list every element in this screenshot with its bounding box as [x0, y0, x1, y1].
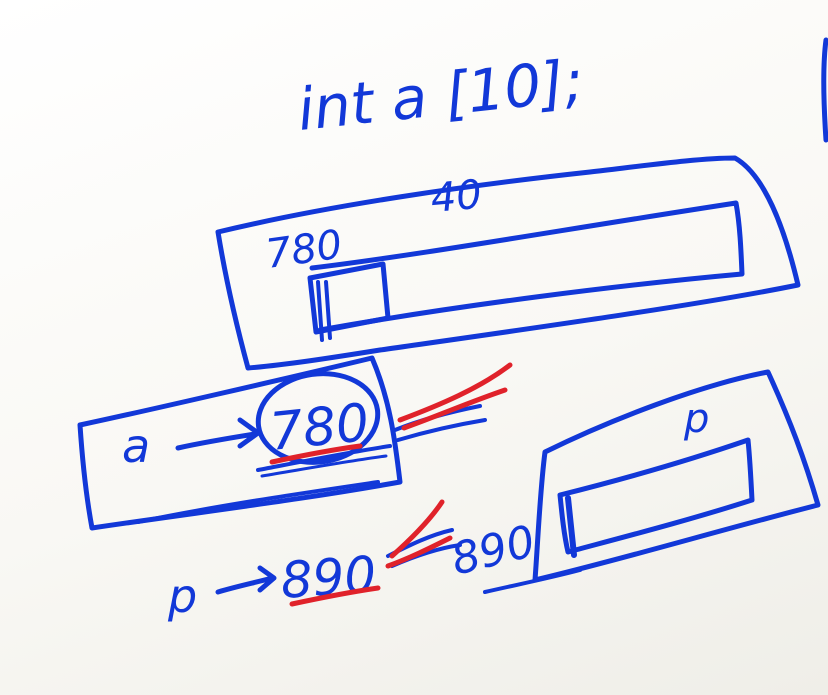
- p-block-edge: [565, 495, 577, 558]
- address-underline-blue-2: [260, 454, 388, 478]
- first-element-box-edge: [316, 280, 332, 342]
- blue-ink-layer: int a [10]; 40 780 a 780 p 890 890 p: [77, 37, 828, 623]
- arrow-a: [175, 417, 261, 451]
- declaration-text: int a [10];: [294, 46, 586, 144]
- board-edge-stroke: [821, 37, 828, 143]
- arrow-p: [215, 565, 277, 595]
- array-base-address: 780: [263, 222, 345, 278]
- p-block-baseline: [483, 568, 582, 594]
- pointer-p-label: p: [167, 569, 197, 623]
- array-outer-box: [215, 155, 801, 371]
- pointer-a-box: [77, 355, 403, 531]
- p-block-address: 890: [446, 516, 540, 586]
- value-890-underline-red: [289, 585, 381, 607]
- arrow-780-red: [397, 362, 513, 431]
- pointer-a-label: a: [122, 419, 150, 473]
- address-underline-red: [269, 443, 363, 465]
- address-underline-blue: [256, 444, 392, 472]
- first-element-box: [307, 261, 391, 335]
- arrow-890-red: [385, 499, 453, 569]
- pointer-a-box-underline: [136, 480, 380, 524]
- array-size-label: 40: [429, 172, 484, 222]
- pointer-p-value: 890: [279, 545, 378, 610]
- p-block-outer: [532, 369, 821, 583]
- red-ink-layer: [269, 362, 513, 607]
- p-block-inner: [557, 437, 755, 555]
- p-block-name: p: [683, 396, 709, 442]
- arrow-780-blue: [393, 404, 487, 442]
- address-circle: [255, 371, 381, 465]
- array-inner-box: [309, 200, 745, 333]
